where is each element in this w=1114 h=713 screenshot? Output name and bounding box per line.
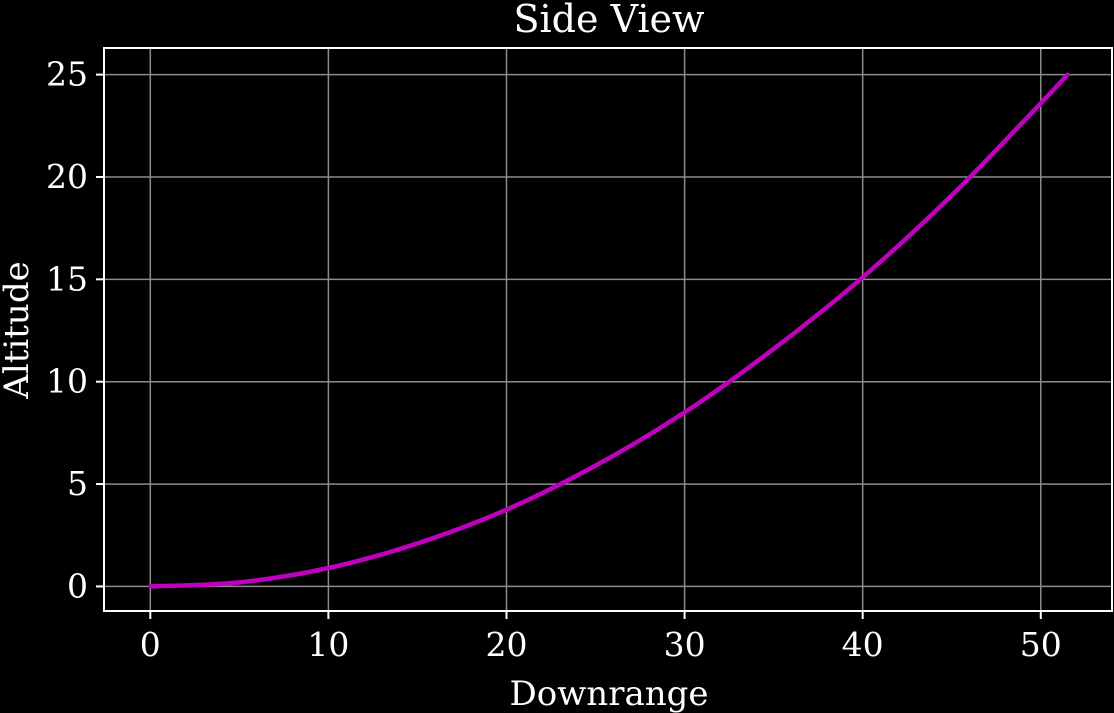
x-tick-label: 20 (485, 625, 527, 664)
series-layer (148, 72, 1070, 589)
y-tick-label: 25 (46, 55, 88, 94)
chart-title: Side View (513, 0, 704, 41)
x-tick-label: 30 (664, 625, 706, 664)
x-tick-label: 50 (1020, 625, 1062, 664)
y-tick-label: 15 (46, 259, 88, 298)
y-tick-label: 5 (67, 464, 88, 503)
grid (104, 48, 1112, 611)
plot-frame (103, 47, 1113, 612)
ticks: 0 10 20 30 40 50 0 5 10 15 20 25 (46, 55, 1062, 664)
y-tick-label: 20 (46, 157, 88, 196)
y-tick-label: 10 (46, 362, 88, 401)
x-axis-label: Downrange (509, 674, 708, 713)
x-tick-label: 40 (842, 625, 884, 664)
trajectory-line (148, 72, 1070, 589)
y-axis-label: Altitude (0, 261, 37, 399)
y-tick-label: 0 (67, 566, 88, 605)
x-tick-label: 10 (307, 625, 349, 664)
x-tick-label: 0 (140, 625, 161, 664)
